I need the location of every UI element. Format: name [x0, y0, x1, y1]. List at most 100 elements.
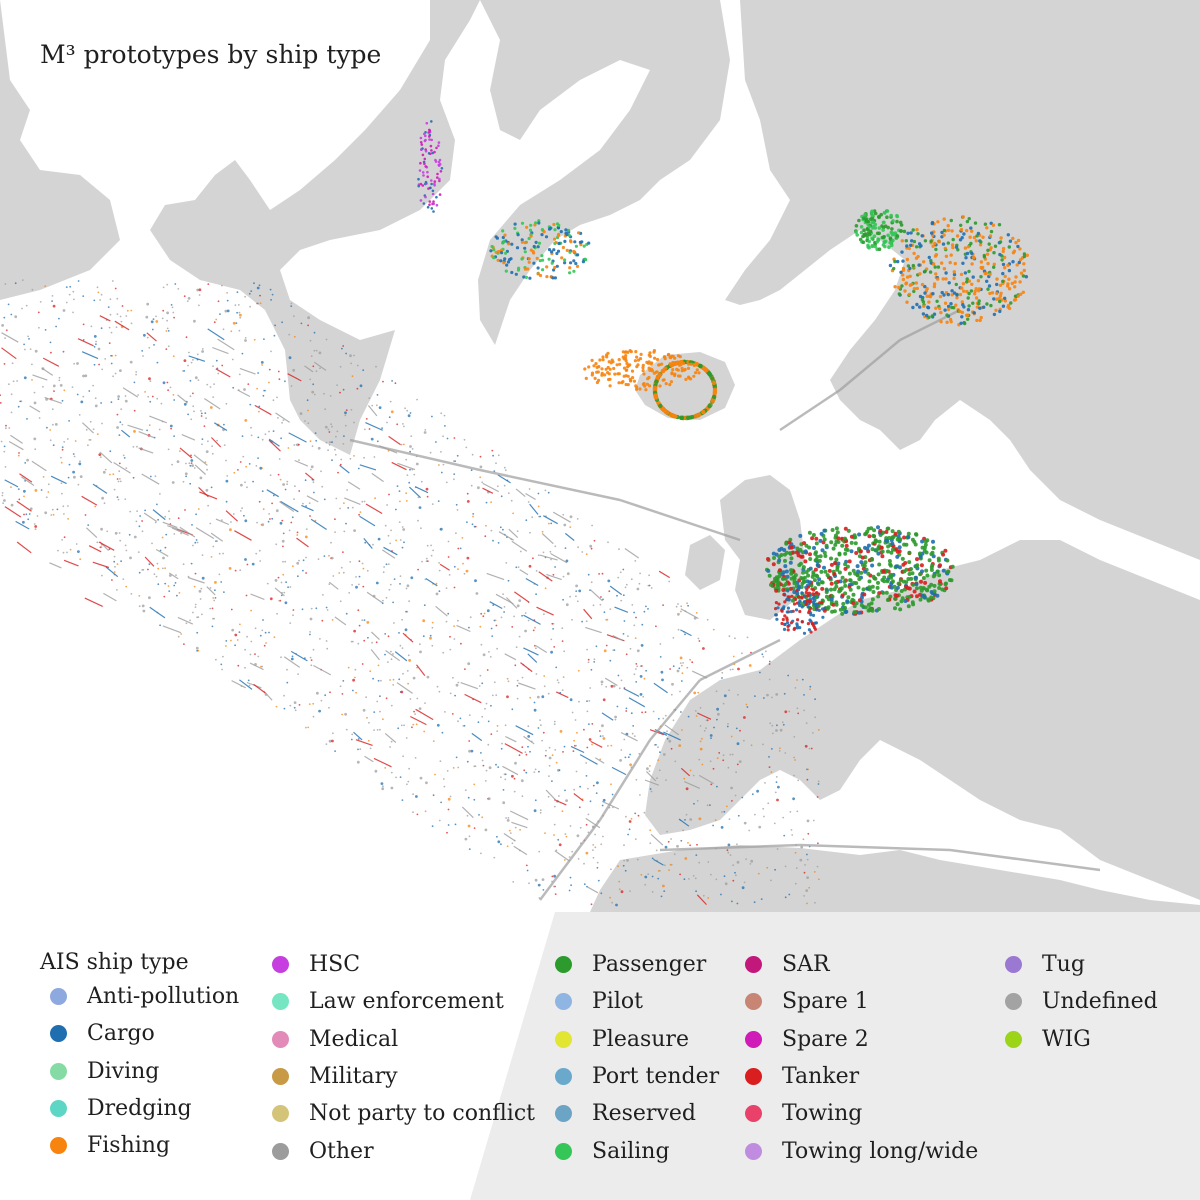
track-segment	[509, 810, 529, 821]
track-point	[870, 597, 875, 602]
track-point	[610, 783, 612, 786]
track-point	[344, 411, 347, 415]
track-point	[523, 250, 527, 254]
track-point	[252, 480, 255, 483]
track-point	[409, 412, 412, 414]
track-point	[133, 430, 136, 433]
track-point	[783, 558, 787, 563]
track-point	[412, 793, 414, 796]
track-point	[736, 843, 738, 846]
track-point	[963, 321, 967, 326]
track-point	[955, 293, 959, 297]
track-point	[989, 246, 993, 250]
track-point	[886, 544, 891, 549]
track-point	[549, 550, 552, 553]
track-point	[925, 573, 930, 578]
track-point	[390, 740, 393, 743]
track-point	[870, 209, 874, 214]
track-point	[676, 354, 681, 358]
track-point	[771, 724, 774, 727]
track-point	[693, 691, 697, 695]
track-point	[257, 372, 259, 374]
track-point	[341, 347, 343, 350]
track-point	[840, 611, 845, 616]
africa-land	[590, 845, 1200, 912]
track-point	[706, 618, 709, 621]
track-point	[816, 865, 819, 868]
track-point	[124, 498, 127, 500]
track-point	[806, 622, 811, 626]
track-point	[710, 376, 715, 381]
track-point	[949, 320, 953, 324]
legend-swatch	[745, 1030, 762, 1048]
track-point	[455, 532, 457, 535]
track-point	[838, 607, 843, 612]
track-point	[196, 288, 200, 292]
track-point	[975, 318, 979, 323]
track-point	[89, 420, 92, 423]
track-segment	[498, 531, 515, 541]
track-point	[877, 562, 882, 567]
track-point	[293, 498, 295, 500]
track-point	[779, 553, 784, 557]
track-segment	[949, 848, 1101, 872]
track-point	[504, 469, 507, 472]
track-point	[49, 439, 52, 442]
track-point	[212, 396, 215, 398]
track-point	[529, 248, 533, 252]
track-point	[165, 533, 168, 536]
track-point	[350, 362, 352, 365]
track-segment	[410, 715, 427, 726]
track-segment	[283, 656, 301, 668]
track-point	[943, 301, 948, 305]
track-point	[983, 271, 987, 276]
track-point	[808, 566, 813, 571]
track-point	[150, 320, 154, 324]
track-point	[451, 713, 454, 715]
track-point	[399, 575, 402, 577]
track-point	[516, 697, 519, 700]
track-point	[322, 594, 324, 596]
track-point	[431, 151, 434, 155]
track-point	[354, 676, 356, 679]
track-point	[421, 153, 425, 157]
track-point	[210, 486, 213, 489]
track-point	[67, 476, 70, 479]
track-point	[904, 580, 909, 585]
track-point	[798, 609, 802, 614]
track-point	[429, 451, 432, 454]
track-point	[290, 657, 294, 661]
track-point	[288, 356, 292, 360]
track-segment	[365, 422, 383, 431]
track-point	[237, 469, 239, 471]
track-point	[519, 550, 522, 553]
track-point	[964, 256, 968, 260]
track-point	[639, 675, 643, 678]
track-point	[262, 394, 265, 397]
track-point	[497, 454, 500, 457]
track-point	[767, 573, 772, 578]
track-point	[489, 249, 493, 253]
track-segment	[105, 566, 119, 578]
track-point	[513, 790, 516, 793]
track-point	[889, 550, 894, 555]
track-point	[183, 295, 186, 298]
track-point	[2, 502, 4, 505]
track-point	[858, 549, 863, 554]
track-point	[798, 561, 803, 566]
track-point	[587, 661, 590, 664]
track-point	[614, 715, 617, 719]
track-point	[374, 497, 376, 500]
track-segment	[415, 708, 434, 721]
track-point	[651, 857, 654, 860]
track-point	[229, 528, 232, 532]
track-point	[847, 559, 852, 564]
track-point	[911, 602, 916, 607]
legend-item-towing-long-wide: Towing long/wide	[745, 1132, 978, 1169]
track-point	[575, 590, 578, 592]
track-point	[289, 622, 292, 624]
track-point	[624, 350, 628, 354]
track-point	[532, 261, 536, 265]
track-point	[349, 561, 352, 563]
track-point	[539, 811, 542, 814]
